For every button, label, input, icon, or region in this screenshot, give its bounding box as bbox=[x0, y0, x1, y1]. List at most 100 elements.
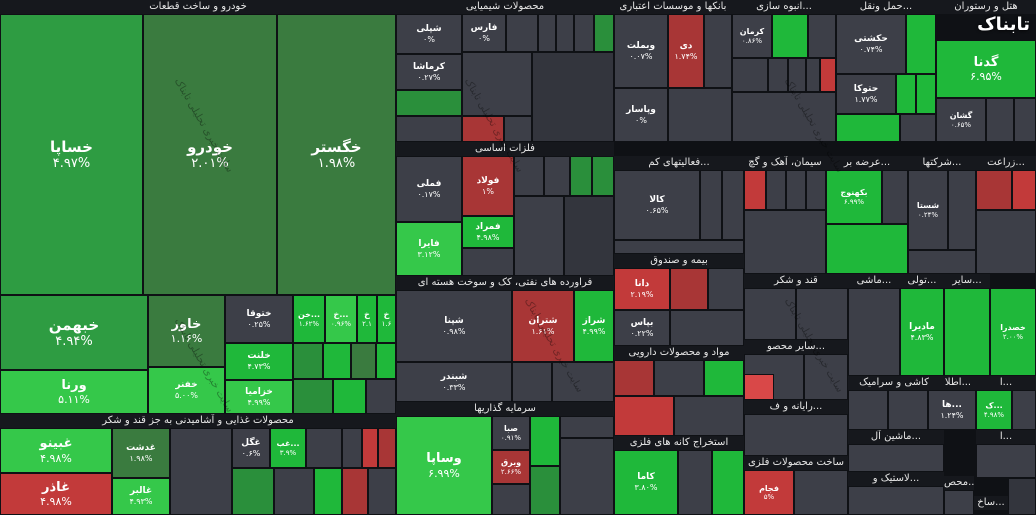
tile-filler[interactable] bbox=[570, 156, 592, 196]
tile-filler[interactable] bbox=[560, 438, 614, 515]
tile-filler[interactable] bbox=[836, 114, 900, 142]
tile-filler[interactable] bbox=[378, 428, 396, 468]
tile-khazamil[interactable]: خزامیا ۴.۹۹% bbox=[225, 380, 293, 414]
tile-vabarq[interactable]: وبرق ۲.۶۶% bbox=[492, 450, 530, 484]
tile-filler[interactable] bbox=[768, 58, 788, 92]
tile-bimas[interactable]: بپاس ۰.۲۲% bbox=[614, 310, 670, 346]
tile-filler[interactable] bbox=[848, 390, 888, 430]
tile-shepna[interactable]: شپنا ۰.۹۸% bbox=[396, 290, 512, 362]
tile-filler[interactable] bbox=[944, 490, 974, 515]
tile-filler[interactable] bbox=[796, 288, 848, 340]
tile-filler[interactable] bbox=[293, 379, 333, 414]
tile-hatoka[interactable]: حتوکا ۱.۷۷% bbox=[836, 74, 896, 114]
tile-ghebina[interactable]: غبینو ۴.۹۸% bbox=[0, 428, 112, 473]
tile-filler[interactable] bbox=[462, 248, 514, 276]
tile-filler[interactable] bbox=[704, 14, 732, 88]
tile-filler[interactable] bbox=[532, 52, 614, 142]
tile-filler[interactable] bbox=[712, 450, 744, 515]
tile-filler[interactable] bbox=[333, 379, 366, 414]
tile-ghazar[interactable]: غاذر ۴.۹۸% bbox=[0, 473, 112, 515]
tile-filler[interactable] bbox=[804, 354, 848, 400]
tile-data[interactable]: دانا ۲.۱۹% bbox=[614, 268, 670, 310]
tile-khodro[interactable]: خودرو ۲.۰۱% bbox=[143, 14, 277, 295]
tile-filler[interactable] bbox=[314, 468, 342, 515]
tile-saba[interactable]: صبا ۰.۹۱% bbox=[492, 416, 530, 450]
tile-filler[interactable] bbox=[976, 170, 1012, 210]
tile-filler[interactable] bbox=[900, 114, 936, 142]
tile-filler[interactable] bbox=[1008, 478, 1036, 515]
tile-filler[interactable] bbox=[594, 14, 614, 52]
tile-vosapa-bank[interactable]: وپاسار ۰% bbox=[614, 88, 668, 142]
tile-filler[interactable] bbox=[170, 428, 232, 515]
tile-hava[interactable]: ها... ۱.۲۴% bbox=[928, 390, 976, 430]
tile-filler[interactable] bbox=[396, 116, 462, 142]
tile-kerman[interactable]: کرمان ۰.۸۶% bbox=[732, 14, 772, 58]
tile-filler[interactable] bbox=[492, 484, 530, 515]
tile-femli[interactable]: فملی ۰.۱۷% bbox=[396, 156, 462, 222]
tile-filler[interactable] bbox=[614, 240, 744, 254]
tile-filler[interactable] bbox=[1012, 390, 1036, 430]
tile-filler[interactable] bbox=[806, 170, 826, 210]
tile-kh3[interactable]: خ ۱.۶ bbox=[377, 295, 396, 343]
tile-filler[interactable] bbox=[744, 210, 826, 274]
tile-filler[interactable] bbox=[342, 428, 362, 468]
tile-filler[interactable] bbox=[564, 196, 614, 276]
tile-filler[interactable] bbox=[556, 14, 574, 52]
tile-filler[interactable] bbox=[614, 396, 674, 436]
tile-filler[interactable] bbox=[274, 468, 314, 515]
tile-khafnar[interactable]: خفنر ۵.۰۰% bbox=[148, 367, 225, 414]
tile-filler[interactable] bbox=[700, 170, 722, 240]
tile-fameraad[interactable]: فمراد ۴.۹۸% bbox=[462, 216, 514, 248]
tile-filler[interactable] bbox=[986, 98, 1014, 142]
tile-shepli[interactable]: شپلی ۰% bbox=[396, 14, 462, 54]
tile-filler[interactable] bbox=[896, 74, 916, 114]
tile-madira[interactable]: مادیرا ۴.۸۳% bbox=[900, 288, 944, 376]
tile-ghaber[interactable]: غالبر ۴.۹۳% bbox=[112, 478, 170, 515]
tile-khalent[interactable]: خلنت ۴.۷۳% bbox=[225, 343, 293, 380]
tile-khotogha[interactable]: ختوقا ۰.۲۵% bbox=[225, 295, 293, 343]
tile-filler[interactable] bbox=[670, 310, 744, 346]
tile-filler[interactable] bbox=[232, 468, 274, 515]
tile-filler[interactable] bbox=[788, 58, 806, 92]
tile-gheshan[interactable]: گشان ۰.۶۵% bbox=[936, 98, 986, 142]
tile-ghaza[interactable]: گدنا ۶.۹۵% bbox=[936, 40, 1036, 98]
tile-filler[interactable] bbox=[506, 14, 538, 52]
tile-faras[interactable]: فارس ۰% bbox=[462, 14, 506, 52]
tile-filler[interactable] bbox=[396, 90, 462, 116]
tile-khavar[interactable]: خاور ۱.۱۶% bbox=[148, 295, 225, 367]
tile-filler[interactable] bbox=[848, 288, 900, 376]
tile-filler[interactable] bbox=[514, 196, 564, 276]
tile-bakhunj[interactable]: بکهنوج ۶.۹۹% bbox=[826, 170, 882, 224]
tile-filler[interactable] bbox=[654, 360, 704, 396]
tile-keta[interactable]: ک... ۴.۹۸% bbox=[976, 390, 1012, 430]
tile-khan[interactable]: خن... ۱.۶۲% bbox=[293, 295, 325, 343]
tile-filler[interactable] bbox=[732, 58, 768, 92]
tile-filler[interactable] bbox=[820, 58, 836, 92]
tile-kh2[interactable]: خ ۲.۱ bbox=[357, 295, 377, 343]
tile-filler[interactable] bbox=[614, 360, 654, 396]
tile-khasapa[interactable]: خساپا ۴.۹۷% bbox=[0, 14, 143, 295]
tile-filler[interactable] bbox=[794, 470, 848, 515]
tile-filler[interactable] bbox=[1014, 98, 1036, 142]
tile-filler[interactable] bbox=[766, 170, 786, 210]
tile-filler[interactable] bbox=[376, 343, 396, 379]
tile-vorna[interactable]: ورنا ۵.۱۱% bbox=[0, 370, 148, 414]
tile-filler[interactable] bbox=[306, 428, 342, 468]
tile-filler[interactable] bbox=[906, 14, 936, 74]
tile-filler[interactable] bbox=[744, 170, 766, 210]
tile-khegostar[interactable]: خگستر ۱.۹۸% bbox=[277, 14, 396, 295]
tile-hakeshti[interactable]: حکشتی ۰.۷۴% bbox=[836, 14, 906, 74]
tile-ghab[interactable]: غب... ۳.۹% bbox=[270, 428, 306, 468]
tile-di[interactable]: دی ۱.۷۴% bbox=[668, 14, 704, 88]
tile-filler[interactable] bbox=[744, 288, 796, 340]
tile-filler[interactable] bbox=[678, 450, 712, 515]
tile-filler[interactable] bbox=[592, 156, 614, 196]
tile-filler[interactable] bbox=[808, 14, 836, 58]
tile-filler[interactable] bbox=[670, 268, 708, 310]
tile-filler[interactable] bbox=[560, 416, 614, 438]
tile-fajam[interactable]: فجام ۵% bbox=[744, 470, 794, 515]
tile-filler[interactable] bbox=[366, 379, 396, 414]
tile-filler[interactable] bbox=[944, 288, 990, 376]
tile-filler[interactable] bbox=[293, 343, 323, 379]
tile-filler[interactable] bbox=[848, 444, 944, 472]
